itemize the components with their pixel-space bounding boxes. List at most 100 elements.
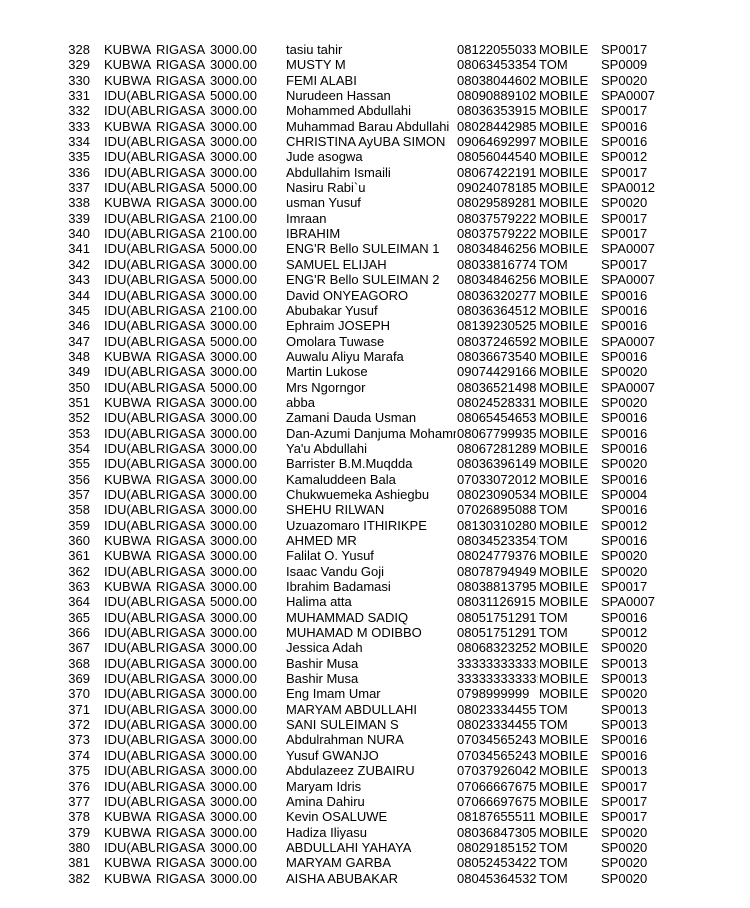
phone-number-cell: 08028442985 [457,118,537,134]
code-cell: SP0009 [601,57,648,73]
origin-cell: IDU(ABUJA) [104,103,155,119]
row-number-cell: 349 [68,364,90,380]
destination-cell: RIGASA [156,318,206,334]
amount-cell: 3000.00 [210,717,257,733]
customer-name-cell: Dan-Azumi Danjuma Mohammed [286,425,456,441]
channel-cell: MOBILE [539,394,589,410]
phone-number-cell: 08052453422 [457,855,537,871]
code-cell: SP0017 [601,256,648,272]
amount-cell: 3000.00 [210,410,257,426]
phone-number-cell: 08036521498 [457,379,537,395]
origin-cell: IDU(ABUJA) [104,671,155,687]
code-cell: SP0017 [601,210,648,226]
row-number-cell: 372 [68,717,90,733]
code-cell: SP0020 [601,839,648,855]
code-cell: SP0012 [601,517,648,533]
phone-number-cell: 07034565243 [457,747,537,763]
channel-cell: MOBILE [539,364,589,380]
channel-cell: MOBILE [539,440,589,456]
destination-cell: RIGASA [156,778,206,794]
amount-cell: 3000.00 [210,134,257,150]
customer-name-cell: ENG'R Bello SULEIMAN 2 [286,272,440,288]
destination-cell: RIGASA [156,870,206,886]
amount-cell: 3000.00 [210,456,257,472]
channel-cell: MOBILE [539,164,589,180]
customer-name-cell: Amina Dahiru [286,793,365,809]
origin-cell: KUBWA [104,533,152,548]
origin-cell: KUBWA [104,348,152,364]
phone-number-cell: 33333333333; [457,671,538,687]
row-number-cell: 378 [68,809,90,825]
row-number-cell: 364 [68,594,90,610]
channel-cell: TOM [539,701,568,717]
amount-cell: 3000.00 [210,809,257,825]
code-cell: SP0016 [601,533,648,548]
destination-cell: RIGASA [156,701,206,717]
destination-cell: RIGASA [156,226,206,242]
destination-cell: RIGASA [156,717,206,733]
amount-cell: 3000.00 [210,364,257,380]
phone-number-cell: 08078794949 [457,563,537,579]
destination-cell: RIGASA [156,425,206,441]
channel-cell: MOBILE [539,287,589,303]
channel-cell: MOBILE [539,517,589,533]
channel-cell: MOBILE [539,778,589,794]
channel-cell: MOBILE [539,333,589,349]
origin-cell: KUBWA [104,195,152,211]
origin-cell: KUBWA [104,824,152,840]
customer-name-cell: ABDULLAHI YAHAYA [286,839,412,855]
customer-name-cell: SHEHU RILWAN [286,502,385,518]
amount-cell: 3000.00 [210,870,257,886]
channel-cell: MOBILE [539,671,589,687]
channel-cell: MOBILE [539,134,589,150]
origin-cell: IDU(ABUJA) [104,410,155,426]
origin-cell: IDU(ABUJA) [104,149,155,165]
channel-cell: MOBILE [539,410,589,426]
table-row: 348 KUBWA RIGASA 3000.00 Auwalu Aliyu Marafa… [0,349,750,364]
channel-cell: MOBILE [539,425,589,441]
code-cell: SP0013 [601,701,648,717]
row-number-cell: 367 [68,640,90,656]
customer-name-cell: tasiu tahir [286,42,343,57]
phone-number-cell: 08130310280 [457,517,537,533]
channel-cell: TOM [539,717,568,733]
amount-cell: 3000.00 [210,686,257,702]
row-number-cell: 359 [68,517,90,533]
origin-cell: IDU(ABUJA) [104,563,155,579]
row-number-cell: 334 [68,134,90,150]
phone-number-cell: 08051751291 [457,609,537,625]
customer-name-cell: SANI SULEIMAN S [286,717,399,733]
row-number-cell: 344 [68,287,90,303]
amount-cell: 3000.00 [210,164,257,180]
code-cell: SP0016 [601,302,648,318]
destination-cell: RIGASA [156,855,206,871]
amount-cell: 3000.00 [210,348,257,364]
row-number-cell: 370 [68,686,90,702]
table-row: 363 KUBWA RIGASA 3000.00 Ibrahim Badamasi 080… [0,579,750,594]
row-number-cell: 365 [68,609,90,625]
customer-name-cell: Abdulazeez ZUBAIRU [286,763,415,779]
amount-cell: 3000.00 [210,640,257,656]
destination-cell: RIGASA [156,364,206,380]
origin-cell: IDU(ABUJA) [104,440,155,456]
channel-cell: MOBILE [539,655,589,671]
origin-cell: IDU(ABUJA) [104,609,155,625]
code-cell: SP0016 [601,410,648,426]
customer-name-cell: IBRAHIM [286,226,341,242]
origin-cell: IDU(ABUJA) [104,134,155,150]
phone-number-cell: 08045364532 [457,870,537,886]
destination-cell: RIGASA [156,625,206,641]
table-row: 351 KUBWA RIGASA 3000.00 abba 08024528331 MOBI… [0,395,750,410]
row-number-cell: 360 [68,533,90,548]
amount-cell: 3000.00 [210,118,257,134]
table-row: 378 KUBWA RIGASA 3000.00 Kevin OSALUWE 081876… [0,809,750,824]
